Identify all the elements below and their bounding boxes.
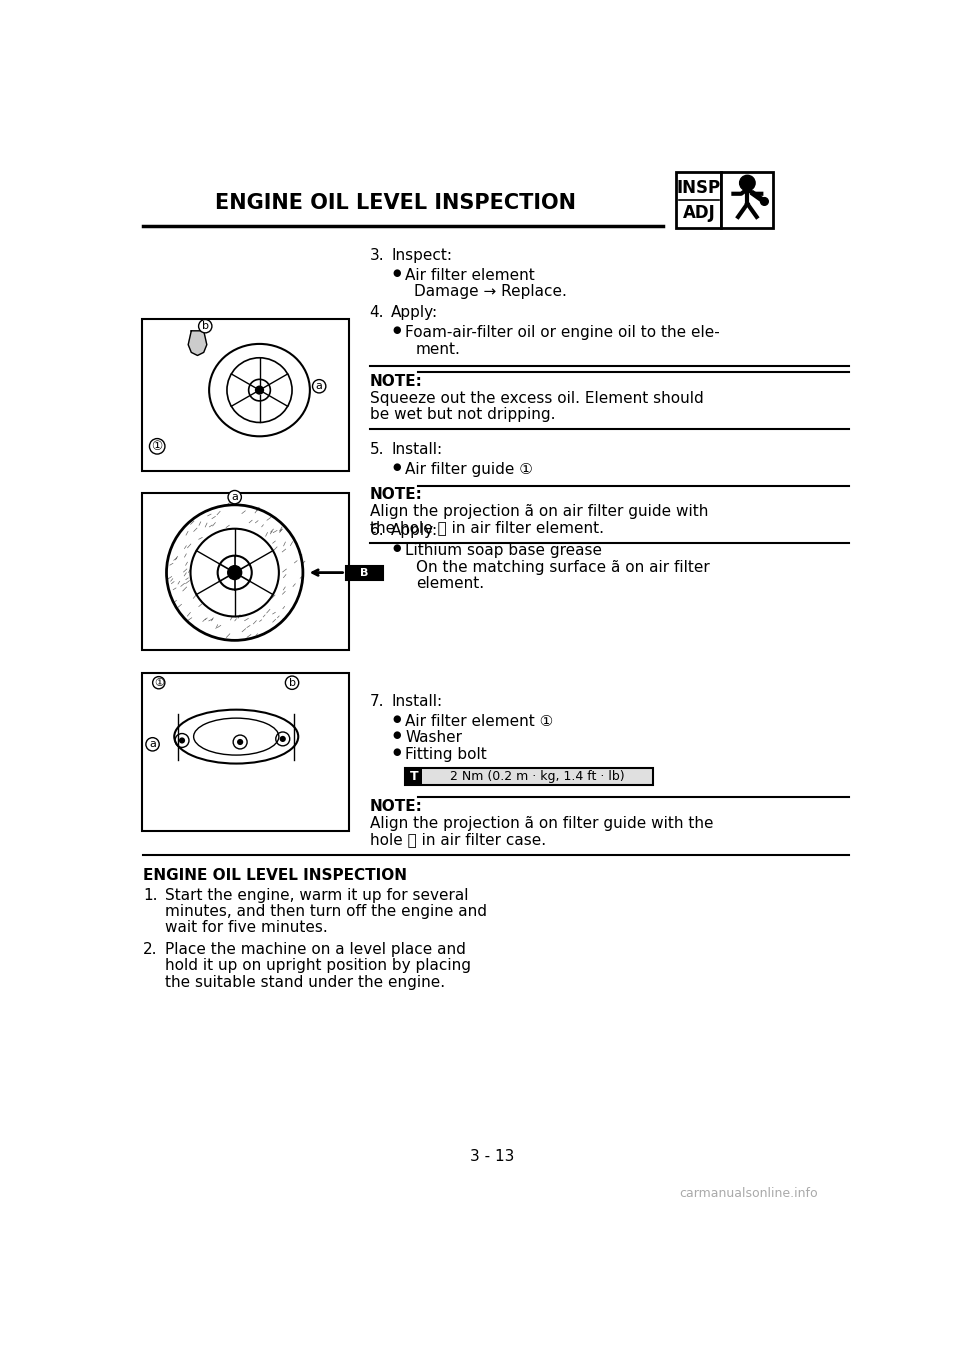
Text: hole Ⓑ in air filter case.: hole Ⓑ in air filter case. xyxy=(370,832,545,847)
Bar xyxy=(142,493,349,650)
Text: Damage → Replace.: Damage → Replace. xyxy=(415,284,567,299)
Text: ●: ● xyxy=(393,326,401,335)
Text: ENGINE OIL LEVEL INSPECTION: ENGINE OIL LEVEL INSPECTION xyxy=(143,868,407,883)
Text: Align the projection ã on air filter guide with: Align the projection ã on air filter gui… xyxy=(370,504,708,519)
Text: Inspect:: Inspect: xyxy=(392,247,452,262)
Text: a: a xyxy=(149,739,156,750)
Text: the suitable stand under the engine.: the suitable stand under the engine. xyxy=(165,975,445,990)
Text: a: a xyxy=(316,382,323,391)
Text: Lithium soap base grease: Lithium soap base grease xyxy=(405,543,602,558)
Text: 2.: 2. xyxy=(143,942,157,957)
Text: Washer: Washer xyxy=(405,731,462,746)
Text: INSP: INSP xyxy=(677,179,721,197)
Text: T: T xyxy=(409,770,418,784)
Text: Air filter guide ①: Air filter guide ① xyxy=(405,463,533,478)
Text: Apply:: Apply: xyxy=(392,306,439,320)
Text: NOTE:: NOTE: xyxy=(370,488,422,502)
Text: 1.: 1. xyxy=(143,888,157,903)
Text: On the matching surface ã on air filter: On the matching surface ã on air filter xyxy=(416,559,709,574)
Text: ENGINE OIL LEVEL INSPECTION: ENGINE OIL LEVEL INSPECTION xyxy=(215,193,576,213)
Bar xyxy=(142,319,349,471)
Bar xyxy=(405,769,422,785)
Text: Air filter element: Air filter element xyxy=(405,268,535,282)
Text: Fitting bolt: Fitting bolt xyxy=(405,747,487,762)
Text: a: a xyxy=(231,492,238,502)
Bar xyxy=(677,172,721,228)
Text: ment.: ment. xyxy=(416,342,461,357)
Text: ①: ① xyxy=(152,440,163,452)
Text: ●: ● xyxy=(393,268,401,277)
Text: Place the machine on a level place and: Place the machine on a level place and xyxy=(165,942,466,957)
Text: ●: ● xyxy=(393,543,401,553)
Text: wait for five minutes.: wait for five minutes. xyxy=(165,919,327,934)
Text: Apply:: Apply: xyxy=(392,523,439,538)
Text: ●: ● xyxy=(393,714,401,724)
Circle shape xyxy=(179,737,185,744)
Circle shape xyxy=(190,528,278,617)
Text: 4.: 4. xyxy=(370,306,384,320)
Text: Foam-air-filter oil or engine oil to the ele-: Foam-air-filter oil or engine oil to the… xyxy=(405,326,720,341)
Text: B: B xyxy=(360,568,369,577)
Text: 2 Nm (0.2 m · kg, 1.4 ft · lb): 2 Nm (0.2 m · kg, 1.4 ft · lb) xyxy=(450,770,625,784)
Circle shape xyxy=(760,198,768,205)
Circle shape xyxy=(254,386,264,395)
Text: NOTE:: NOTE: xyxy=(370,373,422,388)
Text: ①: ① xyxy=(154,678,164,687)
Bar xyxy=(142,672,349,831)
Circle shape xyxy=(228,566,242,580)
Text: ADJ: ADJ xyxy=(683,204,715,221)
Text: b: b xyxy=(289,678,296,687)
Text: minutes, and then turn off the engine and: minutes, and then turn off the engine an… xyxy=(165,903,487,919)
Circle shape xyxy=(279,736,286,741)
Text: Squeeze out the excess oil. Element should: Squeeze out the excess oil. Element shou… xyxy=(370,391,704,406)
Circle shape xyxy=(237,739,243,746)
Text: Start the engine, warm it up for several: Start the engine, warm it up for several xyxy=(165,888,468,903)
Bar xyxy=(721,172,774,228)
Text: 7.: 7. xyxy=(370,694,384,709)
Text: the hole Ⓑ in air filter element.: the hole Ⓑ in air filter element. xyxy=(370,520,604,535)
Text: element.: element. xyxy=(416,576,484,591)
Bar xyxy=(346,566,383,580)
Text: carmanualsonline.info: carmanualsonline.info xyxy=(679,1187,818,1199)
Text: ●: ● xyxy=(393,463,401,473)
Text: Align the projection ã on filter guide with the: Align the projection ã on filter guide w… xyxy=(370,816,713,831)
Text: hold it up on upright position by placing: hold it up on upright position by placin… xyxy=(165,959,471,974)
Text: Install:: Install: xyxy=(392,694,443,709)
Text: Install:: Install: xyxy=(392,443,443,458)
Text: ●: ● xyxy=(393,731,401,740)
Text: be wet but not dripping.: be wet but not dripping. xyxy=(370,407,555,422)
Text: Air filter element ①: Air filter element ① xyxy=(405,714,554,729)
Text: 5.: 5. xyxy=(370,443,384,458)
Text: NOTE:: NOTE: xyxy=(370,799,422,813)
Circle shape xyxy=(739,175,756,190)
Text: ●: ● xyxy=(393,747,401,756)
Text: 3 - 13: 3 - 13 xyxy=(469,1149,515,1164)
Polygon shape xyxy=(188,331,206,356)
Text: 3.: 3. xyxy=(370,247,384,262)
Bar xyxy=(405,769,653,785)
Text: 6.: 6. xyxy=(370,523,384,538)
Text: b: b xyxy=(202,322,208,331)
